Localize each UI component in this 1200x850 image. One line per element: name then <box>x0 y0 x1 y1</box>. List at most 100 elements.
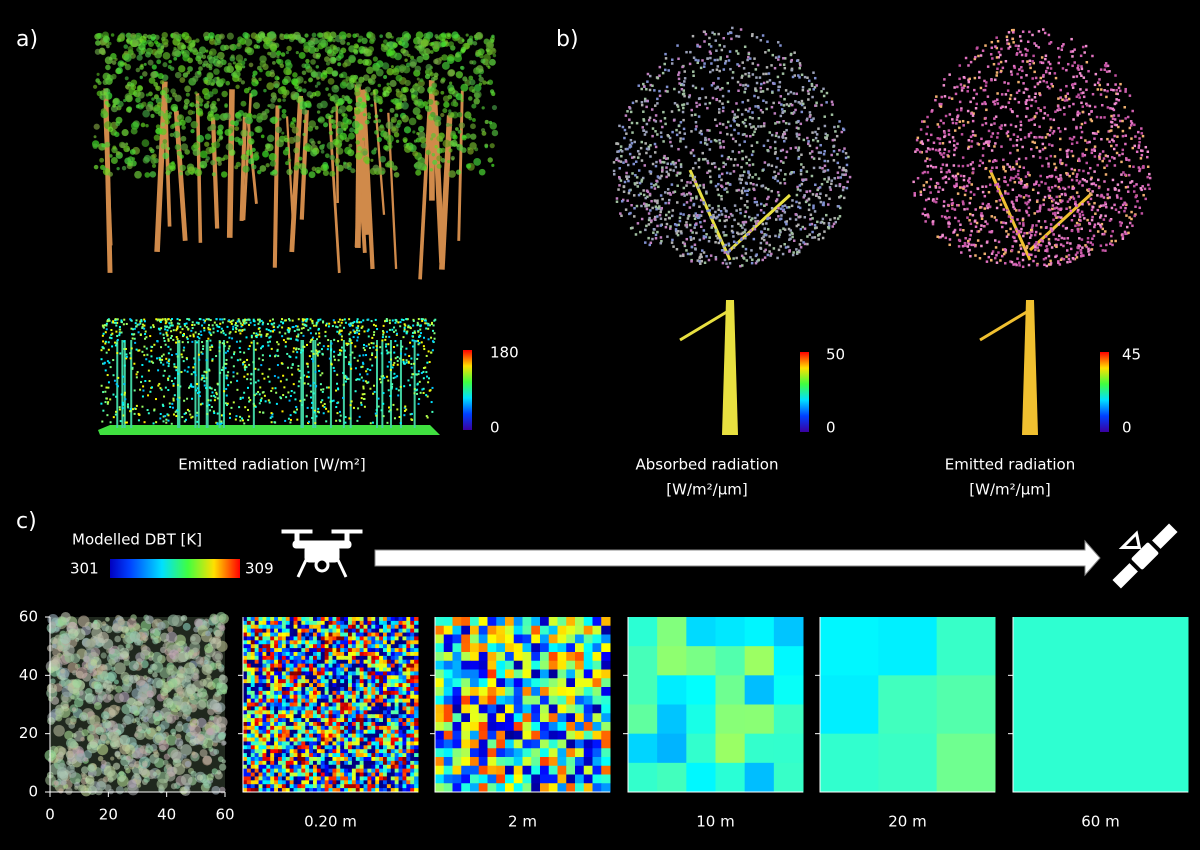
point <box>367 318 370 321</box>
point <box>743 189 747 193</box>
point <box>649 209 652 212</box>
point <box>389 368 392 371</box>
point <box>651 127 655 130</box>
point <box>815 146 819 150</box>
leaf <box>417 125 425 133</box>
point <box>797 157 800 160</box>
point <box>162 374 165 377</box>
point <box>186 370 189 373</box>
leaf <box>275 126 283 134</box>
point <box>318 335 321 338</box>
point <box>229 321 232 324</box>
point <box>131 408 134 411</box>
point <box>390 387 393 390</box>
leaf <box>172 92 178 98</box>
leaf <box>461 135 467 141</box>
point <box>702 158 705 161</box>
point <box>1104 249 1107 252</box>
leaf <box>159 128 167 136</box>
point <box>1113 203 1116 207</box>
point <box>662 156 666 160</box>
leaf <box>204 35 210 41</box>
point <box>711 68 715 72</box>
point <box>106 320 109 323</box>
point <box>332 399 335 402</box>
point <box>221 318 224 321</box>
point <box>372 346 375 349</box>
point <box>802 138 806 142</box>
point <box>783 211 787 214</box>
point <box>315 323 318 326</box>
point <box>668 216 671 220</box>
point <box>248 345 251 348</box>
point <box>628 126 631 129</box>
point <box>189 413 192 416</box>
leaf <box>314 166 322 174</box>
point <box>328 322 331 325</box>
leaf <box>465 163 472 169</box>
point <box>1049 67 1053 70</box>
point <box>942 155 945 159</box>
point <box>649 155 652 158</box>
point <box>742 84 745 87</box>
point <box>704 32 708 36</box>
point <box>937 125 941 129</box>
point <box>647 223 651 226</box>
point <box>628 152 632 156</box>
point <box>720 48 724 52</box>
point <box>354 367 357 370</box>
point <box>175 369 178 372</box>
point <box>807 142 810 146</box>
point <box>714 228 718 232</box>
point <box>413 392 416 395</box>
point <box>195 341 198 344</box>
point <box>823 150 826 153</box>
point <box>715 234 718 238</box>
point <box>823 230 826 233</box>
point <box>206 340 209 343</box>
leaf <box>346 32 352 39</box>
point <box>1021 69 1024 73</box>
leaf <box>150 113 155 119</box>
point <box>270 421 273 424</box>
point <box>213 399 216 402</box>
point <box>155 318 158 321</box>
point <box>796 149 800 152</box>
point <box>685 237 689 241</box>
point <box>111 345 114 348</box>
point <box>723 225 727 228</box>
leaf <box>214 38 222 46</box>
point <box>193 323 196 326</box>
point <box>645 207 649 211</box>
point <box>228 345 231 348</box>
point <box>361 361 364 364</box>
point <box>1068 105 1071 108</box>
point <box>828 197 831 201</box>
point <box>813 236 817 239</box>
point <box>826 180 829 184</box>
point <box>314 422 317 425</box>
point <box>801 88 805 92</box>
leaf <box>259 165 267 172</box>
point <box>310 396 313 399</box>
point <box>1024 47 1027 51</box>
point <box>203 321 206 324</box>
leaf <box>311 71 319 79</box>
point <box>819 143 822 147</box>
point <box>377 397 380 400</box>
point <box>783 228 787 231</box>
point <box>306 362 309 365</box>
leaf <box>242 112 249 119</box>
point <box>806 117 809 121</box>
point <box>721 109 725 113</box>
point <box>1064 163 1068 167</box>
leaf <box>336 121 343 127</box>
point <box>112 374 115 377</box>
leaf <box>469 79 476 86</box>
point <box>235 415 238 418</box>
point <box>266 333 269 336</box>
point <box>164 328 167 331</box>
point <box>356 320 359 323</box>
leaf <box>395 88 400 93</box>
leaf <box>487 157 493 163</box>
